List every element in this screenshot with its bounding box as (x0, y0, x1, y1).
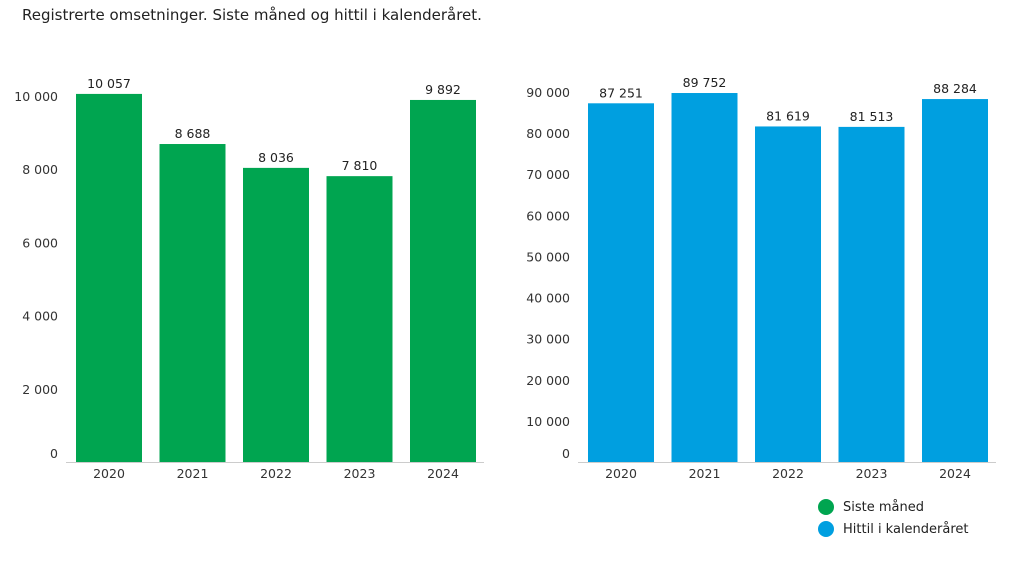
legend-item-siste-maned: Siste måned (818, 496, 969, 518)
data-label: 8 036 (258, 150, 294, 165)
x-tick-label: 2023 (344, 466, 376, 481)
legend-swatch-hittil (818, 521, 834, 537)
y-tick-label: 80 000 (526, 126, 570, 141)
legend-swatch-siste-maned (818, 499, 834, 515)
bar (326, 176, 393, 463)
data-label: 87 251 (599, 85, 643, 100)
data-label: 81 513 (850, 109, 894, 124)
bar (588, 103, 654, 462)
y-tick-label: 10 000 (526, 414, 570, 429)
y-tick-label: 70 000 (526, 167, 570, 182)
x-tick-label: 2024 (427, 466, 459, 481)
y-tick-label: 60 000 (526, 208, 570, 223)
x-tick-label: 2021 (177, 466, 209, 481)
data-label: 10 057 (87, 76, 131, 91)
x-tick-label: 2023 (856, 466, 888, 481)
chart-title: Registrerte omsetninger. Siste måned og … (22, 6, 482, 24)
x-tick-label: 2020 (605, 466, 637, 481)
data-label: 89 752 (683, 75, 727, 90)
data-label: 81 619 (766, 108, 810, 123)
legend-label-hittil: Hittil i kalenderåret (843, 521, 969, 537)
x-tick-label: 2024 (939, 466, 971, 481)
y-tick-label: 20 000 (526, 373, 570, 388)
data-label: 7 810 (342, 158, 378, 173)
bar (410, 99, 476, 463)
bar (243, 167, 309, 463)
bar (838, 126, 905, 463)
data-label: 88 284 (933, 81, 977, 96)
y-tick-label: 30 000 (526, 332, 570, 347)
data-label: 9 892 (425, 82, 461, 97)
data-label: 8 688 (175, 126, 211, 141)
y-tick-label: 8 000 (22, 162, 58, 177)
x-tick-label: 2022 (772, 466, 804, 481)
bar (755, 126, 821, 462)
bar (76, 93, 142, 462)
y-tick-label: 50 000 (526, 249, 570, 264)
legend: Siste måned Hittil i kalenderåret (818, 496, 969, 540)
y-tick-label: 2 000 (22, 382, 58, 397)
y-tick-label: 10 000 (14, 89, 58, 104)
bar (671, 93, 738, 462)
legend-item-hittil: Hittil i kalenderåret (818, 518, 969, 540)
y-tick-label: 90 000 (526, 85, 570, 100)
y-tick-label: 40 000 (526, 291, 570, 306)
y-tick-label: 0 (50, 446, 58, 461)
bar (159, 144, 226, 462)
y-tick-label: 6 000 (22, 235, 58, 250)
y-tick-label: 0 (562, 446, 570, 461)
chart-left: 0 2 000 4 000 6 000 8 000 10 000 10 057 2020 8 6… (14, 76, 484, 481)
x-tick-label: 2020 (93, 466, 125, 481)
legend-label-siste-maned: Siste måned (843, 499, 924, 515)
y-tick-label: 4 000 (22, 309, 58, 324)
bar (922, 99, 988, 463)
x-tick-label: 2021 (689, 466, 721, 481)
x-tick-label: 2022 (260, 466, 292, 481)
